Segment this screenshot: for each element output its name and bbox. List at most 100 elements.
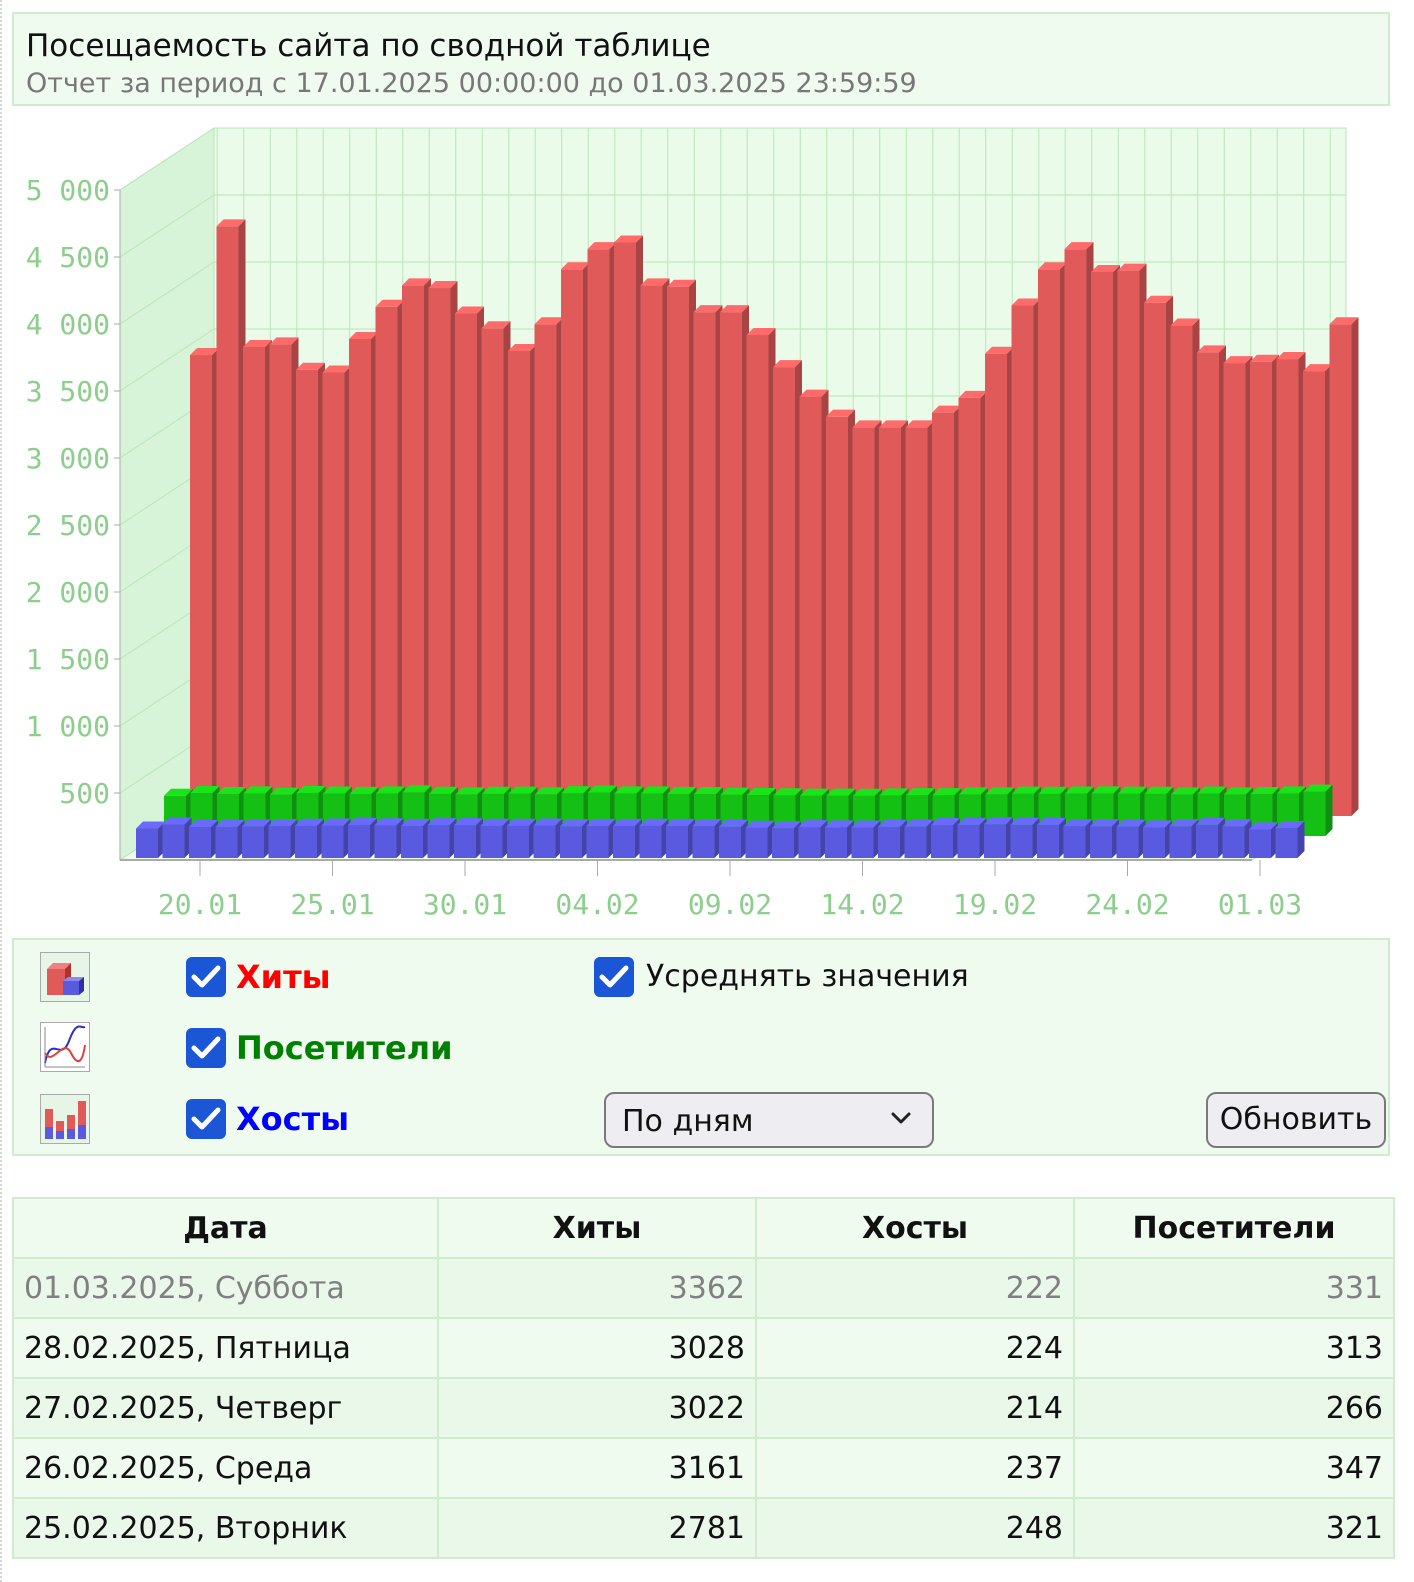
hits-bar [322,372,345,816]
column-header-hits[interactable]: Хиты [437,1197,757,1259]
hosts-bar [878,826,900,858]
hosts-bar-top [1169,819,1199,827]
hosts-bar-top [798,820,828,828]
stats-table: Дата Хиты Хосты Посетители 01.03.2025, С… [12,1197,1395,1559]
cell-hits: 3028 [437,1317,757,1379]
x-tick-label: 19.02 [953,888,1037,921]
y-tick-label: 2 500 [26,509,110,542]
visitors-bar-top [482,786,511,794]
hosts-bar [851,827,874,858]
hits-bar-top [1091,264,1120,272]
visitors-bar-top [561,786,591,794]
hits-bar-top [322,365,352,373]
hosts-bar-top [984,817,1013,825]
gridline-side [119,127,215,191]
column-header-date[interactable]: Дата [12,1197,439,1259]
bar-3d-chart-icon[interactable] [40,952,90,1002]
visitors-bar-side [1325,784,1333,836]
hits-bar-top [428,281,458,289]
chevron-down-icon [891,1112,911,1124]
hosts-bar [639,825,662,858]
visitors-checkbox[interactable] [186,1028,226,1068]
hits-bar-top [693,305,723,313]
hits-bar [1064,249,1087,816]
hosts-bar-top [480,818,510,826]
visitors-bar [1303,791,1326,836]
hosts-bar-top [586,818,616,826]
hits-bar [667,286,689,816]
hosts-bar-top [1010,817,1040,825]
hosts-bar-top [374,818,404,826]
hosts-bar-top [666,818,695,826]
hits-bar-top [243,340,272,347]
hosts-bar [1063,826,1086,858]
hits-bar [508,351,530,816]
hosts-bar-top [904,819,934,827]
hosts-bar-top [692,818,722,826]
hosts-bar [321,825,344,858]
hosts-bar [374,825,397,858]
hits-bar-top [905,420,935,428]
visitors-bar-top [508,786,538,794]
hits-bar-top [958,390,988,398]
average-checkbox[interactable] [594,957,634,997]
hits-bar-top [746,327,776,335]
hits-bar-top [1329,317,1359,325]
hosts-bar-top [136,821,165,829]
hosts-bar [692,825,715,858]
hosts-bar [401,825,423,858]
hosts-bar [798,827,821,858]
hits-bar [561,269,583,816]
hits-checkbox[interactable] [186,957,226,997]
table-header-row: Дата Хиты Хосты Посетители [12,1197,1395,1259]
hosts-bar-top [639,818,669,826]
refresh-button[interactable]: Обновить [1206,1092,1386,1148]
hits-bar-top [402,278,431,286]
hits-bar [1011,305,1034,816]
visitors-bar-top [826,788,856,796]
visitors-bar-top [190,785,220,793]
hits-bar [587,249,610,816]
hits-bar [1303,371,1325,816]
hosts-bar-side [1297,820,1305,858]
cell-hits: 3022 [437,1377,757,1439]
cell-date: 25.02.2025, Вторник [12,1497,439,1559]
cell-date: 27.02.2025, Четверг [12,1377,439,1439]
hosts-bar [1275,827,1298,858]
hits-bar [640,285,663,816]
period-select-value: По дням [622,1104,754,1139]
hosts-bar-top [215,819,245,827]
hits-bar-top [1276,352,1306,360]
hits-bar [905,427,928,816]
hosts-bar-top [931,818,960,826]
line-chart-icon[interactable] [40,1022,90,1072]
y-tick-label: 1 500 [26,643,110,676]
hosts-bar [984,824,1006,858]
hosts-bar-top [1037,817,1066,825]
hosts-bar [1010,824,1033,858]
hosts-bar [348,825,370,858]
hosts-bar [772,828,794,858]
stats-table-wrap: Дата Хиты Хосты Посетители 01.03.2025, С… [12,1197,1395,1559]
period-select[interactable]: По дням [604,1092,934,1148]
hits-bar [1091,271,1113,816]
visitors-bar-top [429,786,458,794]
hits-bar-top [455,306,484,314]
hosts-label: Хосты [236,1100,350,1138]
visitors-bar-top [747,787,776,795]
cell-date: 01.03.2025, Суббота [12,1257,439,1319]
column-header-hosts[interactable]: Хосты [755,1197,1075,1259]
hosts-checkbox[interactable] [186,1099,226,1139]
hits-bar [985,353,1007,816]
bar-chart-icon[interactable] [40,1094,90,1144]
column-header-visitors[interactable]: Посетители [1073,1197,1395,1259]
hits-bar [958,397,981,816]
checkmark-icon [191,965,221,988]
hosts-bar-top [295,818,324,826]
hits-bar-top [269,337,299,345]
hosts-bar [189,827,211,858]
hits-label: Хиты [236,958,331,996]
visitors-bar-top [641,786,670,794]
visitors-bar-top [1144,786,1174,794]
visitors-bar-top [535,787,564,795]
